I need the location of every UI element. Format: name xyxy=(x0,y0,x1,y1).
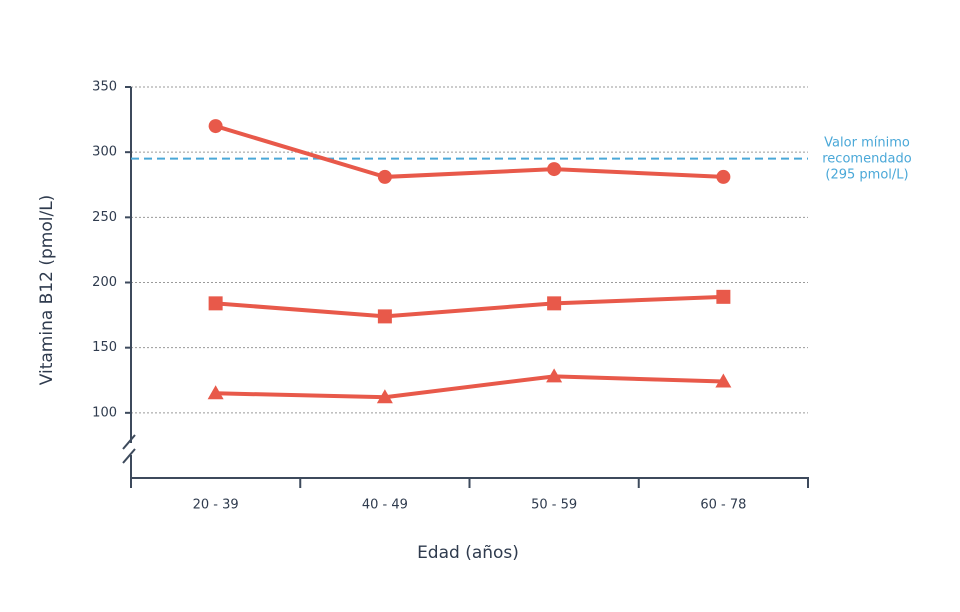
point xyxy=(207,385,224,400)
x-tick-label: 40 - 49 xyxy=(362,498,408,513)
line xyxy=(215,294,724,319)
x-tick-label: 50 - 59 xyxy=(531,498,577,513)
point xyxy=(716,169,731,184)
reference-label: Valor mínimo xyxy=(824,136,910,151)
x-axis-label: Edad (años) xyxy=(417,543,519,563)
point xyxy=(715,373,732,388)
point xyxy=(547,162,562,177)
y-axis-label: Vitamina B12 (pmol/L) xyxy=(37,195,57,386)
point xyxy=(376,389,393,404)
point xyxy=(546,368,563,383)
axis-break xyxy=(122,434,136,450)
point xyxy=(716,289,731,304)
line xyxy=(215,374,724,400)
axis-break xyxy=(122,448,136,464)
y-tick-label: 350 xyxy=(92,80,117,95)
x-tick-label: 20 - 39 xyxy=(193,498,239,513)
y-tick-label: 250 xyxy=(92,210,117,225)
point xyxy=(208,119,223,134)
point xyxy=(547,296,562,311)
line xyxy=(215,124,724,179)
point xyxy=(377,169,392,184)
y-tick-label: 100 xyxy=(92,405,117,420)
axis-break-gap xyxy=(123,443,139,455)
x-tick-label: 60 - 78 xyxy=(700,498,746,513)
y-tick-label: 150 xyxy=(92,340,117,355)
reference-label: (295 pmol/L) xyxy=(825,168,908,183)
point xyxy=(377,309,392,324)
y-tick-label: 200 xyxy=(92,275,117,290)
reference-label: recomendado xyxy=(822,152,912,167)
point xyxy=(208,296,223,311)
y-tick-label: 300 xyxy=(92,145,117,160)
